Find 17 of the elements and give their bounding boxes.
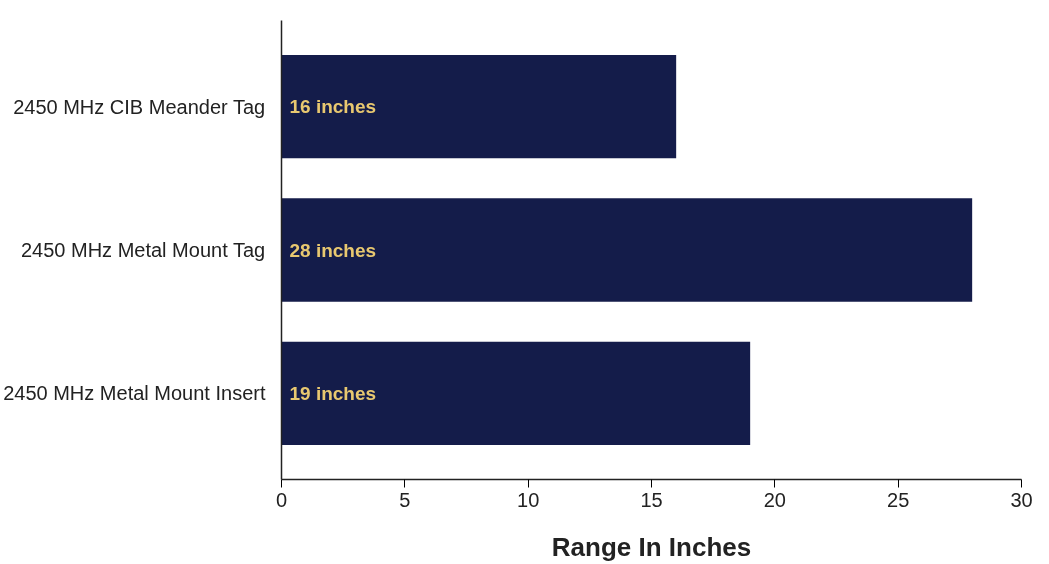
y-tick-label: 2450 MHz Metal Mount Tag <box>20 239 266 261</box>
x-tick-label: 25 <box>887 488 910 511</box>
bar <box>281 341 751 446</box>
data-label: 19 inches <box>289 382 377 404</box>
x-tick-label: 0 <box>275 488 288 511</box>
data-label: 16 inches <box>289 96 377 118</box>
x-tick-label: 15 <box>640 488 663 511</box>
y-tick-label: 2450 MHz CIB Meander Tag <box>13 95 266 118</box>
x-axis-title: Range In Inches <box>551 531 752 562</box>
x-tick-label: 30 <box>1010 488 1033 511</box>
bar <box>281 198 973 302</box>
x-tick-label: 5 <box>399 488 411 511</box>
x-tick-label: 20 <box>763 488 786 511</box>
data-label: 28 inches <box>289 239 377 261</box>
x-tick-label: 10 <box>517 488 540 511</box>
bar <box>281 54 677 159</box>
y-tick-label: 2450 MHz Metal Mount Insert <box>3 382 266 405</box>
